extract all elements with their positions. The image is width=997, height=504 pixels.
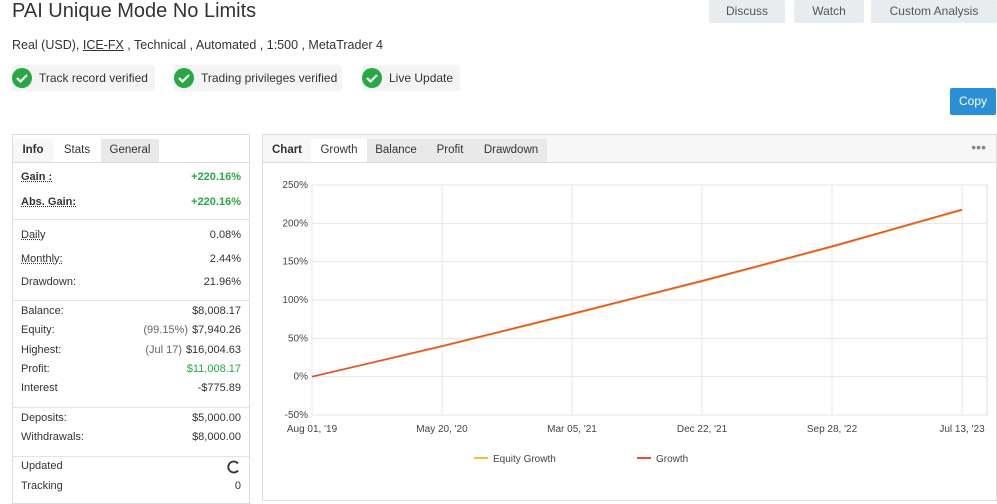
tabs: Chart Growth Balance Profit Drawdown — [263, 135, 996, 163]
tab[interactable]: Chart — [263, 139, 311, 162]
row-label: Highest: — [21, 344, 62, 356]
broker-link[interactable]: ICE-FX — [82, 38, 124, 52]
row-value: +220.16% — [191, 171, 241, 183]
row-label: Withdrawals: — [21, 431, 84, 443]
row-note: (99.15%) — [143, 324, 188, 336]
page-title: PAI Unique Mode No Limits — [12, 0, 257, 22]
legend-label: Growth — [656, 454, 688, 465]
discuss-button[interactable]: Discuss — [709, 0, 785, 23]
watch-button[interactable]: Watch — [794, 0, 864, 23]
label: Custom Analysis — [889, 4, 979, 18]
row-label: Balance: — [21, 305, 64, 317]
y-tick-label: 150% — [282, 257, 308, 268]
row-value: $11,008.17 — [186, 363, 241, 375]
row-value: 21.96% — [203, 276, 241, 288]
check-icon — [362, 68, 382, 88]
row-value: +220.16% — [191, 196, 241, 208]
row-label: Deposits: — [21, 412, 67, 424]
row-value: 0.08% — [209, 229, 241, 241]
copy-button[interactable]: Copy — [950, 88, 996, 115]
row-value: $7,940.26 — [192, 324, 241, 336]
row-value: $16,004.63 — [185, 344, 241, 356]
row-label: Daily — [21, 229, 46, 241]
badge: Track record verified — [12, 65, 155, 91]
badge: Live Update — [362, 65, 460, 91]
subtitle: Real (USD), ICE-FX , Technical , Automat… — [12, 38, 383, 52]
y-tick-label: -50% — [285, 410, 308, 421]
menu-icon[interactable]: ••• — [971, 139, 986, 155]
info-panel: Info Stats General Gain : +220.16% Abs. Gain:… — [12, 134, 250, 504]
separator — [13, 219, 249, 220]
check-icon — [174, 68, 194, 88]
row-label: Tracking — [21, 480, 63, 492]
x-tick-label: Mar 05, '21 — [547, 424, 597, 435]
row-label: Updated — [21, 460, 63, 472]
tab[interactable]: Drawdown — [475, 139, 547, 162]
row-label: Gain : — [21, 171, 53, 183]
row-label: Drawdown: — [21, 276, 77, 288]
row-value: $5,000.00 — [192, 412, 241, 424]
chart: -50% 0% 50% 100% 150% 200% 250% Aug 01, '19 May … — [282, 180, 988, 465]
badge: Trading privileges verified — [174, 65, 342, 91]
y-tick-label: 250% — [282, 180, 308, 191]
x-tick-label: Aug 01, '19 — [287, 424, 338, 435]
series-line — [311, 208, 963, 378]
row-label: Abs. Gain: — [21, 196, 77, 208]
row-value: 0 — [234, 480, 241, 492]
y-tick-label: 100% — [282, 295, 308, 306]
row-value: 2.44% — [209, 253, 241, 265]
label: Discuss — [725, 4, 768, 18]
row-value: $8,008.17 — [192, 305, 241, 317]
tab[interactable]: Info — [13, 139, 53, 162]
label: Track record verified — [39, 71, 148, 85]
x-tick-label: May 20, '20 — [416, 424, 468, 435]
separator — [13, 456, 249, 457]
loading-icon — [227, 460, 239, 474]
row-label: Monthly: — [21, 253, 63, 265]
label: Trading privileges verified — [201, 71, 338, 85]
row-label: Profit: — [21, 363, 50, 375]
separator — [13, 407, 249, 408]
text: Real (USD), — [12, 38, 83, 52]
tabs: Info Stats General — [13, 135, 249, 163]
legend-label: Equity Growth — [493, 454, 556, 465]
y-tick-label: 200% — [282, 218, 308, 229]
tab[interactable]: Growth — [311, 139, 367, 162]
check-icon — [12, 68, 32, 88]
x-tick-label: Jul 13, '23 — [939, 424, 985, 435]
y-tick-label: 0% — [294, 372, 309, 383]
tab[interactable]: Profit — [425, 139, 475, 162]
custom-analysis-button[interactable]: Custom Analysis — [871, 0, 997, 23]
separator — [13, 300, 249, 301]
label: Live Update — [389, 71, 454, 85]
row-value: $8,000.00 — [192, 431, 241, 443]
x-tick-label: Sep 28, '22 — [807, 424, 858, 435]
row-note: (Jul 17) — [145, 344, 182, 356]
tab[interactable]: Stats — [53, 139, 101, 162]
x-tick-label: Dec 22, '21 — [677, 424, 728, 435]
text: , Technical , Automated , 1:500 , MetaTr… — [123, 38, 384, 52]
tab[interactable]: Balance — [367, 139, 425, 162]
y-tick-label: 50% — [288, 333, 308, 344]
row-label: Interest — [21, 382, 58, 394]
row-value: -$775.89 — [197, 382, 241, 394]
row-label: Equity: — [21, 324, 55, 336]
tab[interactable]: General — [101, 139, 159, 162]
label: Watch — [812, 4, 846, 18]
